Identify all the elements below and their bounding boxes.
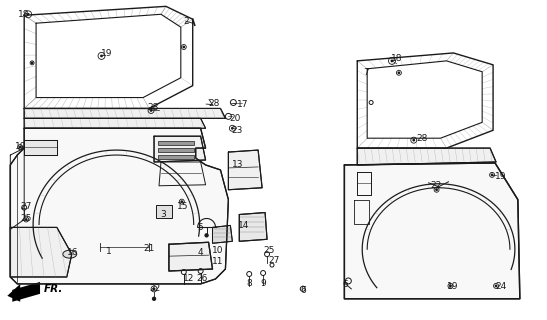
Text: 19: 19: [101, 49, 112, 59]
Circle shape: [205, 234, 208, 237]
Text: 23: 23: [231, 126, 243, 135]
Text: 28: 28: [147, 103, 159, 112]
Text: FR.: FR.: [44, 284, 63, 294]
Ellipse shape: [63, 250, 77, 258]
Text: 6: 6: [301, 286, 306, 295]
Text: 6: 6: [342, 280, 348, 289]
Text: 11: 11: [212, 257, 223, 266]
Text: 22: 22: [149, 284, 160, 293]
Text: 16: 16: [67, 248, 78, 257]
Text: 27: 27: [268, 256, 280, 265]
Text: 25: 25: [20, 214, 32, 223]
Text: 8: 8: [246, 279, 252, 288]
Text: 18: 18: [18, 10, 30, 19]
Circle shape: [391, 60, 393, 61]
Circle shape: [491, 174, 493, 176]
Text: 18: 18: [391, 54, 403, 63]
Circle shape: [150, 110, 152, 111]
Polygon shape: [24, 140, 57, 155]
Text: 13: 13: [232, 160, 244, 170]
Text: 7: 7: [363, 68, 369, 77]
Circle shape: [181, 201, 183, 202]
Circle shape: [153, 297, 155, 300]
Text: 1: 1: [106, 247, 111, 256]
Text: 9: 9: [260, 279, 266, 288]
Bar: [158, 155, 194, 159]
Text: 5: 5: [197, 223, 203, 232]
Bar: [158, 141, 194, 145]
Text: 28: 28: [417, 134, 428, 143]
Text: 3: 3: [160, 210, 166, 219]
Text: 2: 2: [184, 17, 189, 26]
Text: 25: 25: [263, 246, 275, 255]
Text: 14: 14: [238, 221, 249, 230]
Polygon shape: [12, 282, 40, 302]
Circle shape: [101, 55, 102, 57]
Text: 15: 15: [177, 202, 188, 211]
Text: 19: 19: [495, 172, 507, 181]
Circle shape: [27, 13, 29, 15]
Polygon shape: [24, 108, 225, 118]
Polygon shape: [24, 118, 206, 128]
Text: 28: 28: [208, 99, 220, 108]
Polygon shape: [357, 148, 496, 165]
Polygon shape: [229, 150, 262, 190]
Circle shape: [232, 128, 233, 129]
Text: 26: 26: [197, 275, 208, 284]
Circle shape: [153, 288, 155, 290]
Text: 24: 24: [495, 282, 507, 292]
Bar: [158, 148, 194, 152]
Circle shape: [398, 72, 400, 74]
Circle shape: [436, 189, 437, 190]
Text: 22: 22: [430, 181, 442, 190]
Text: 19: 19: [15, 142, 27, 151]
Circle shape: [496, 285, 497, 287]
Polygon shape: [239, 212, 267, 241]
Circle shape: [183, 46, 184, 48]
Circle shape: [450, 285, 451, 287]
Polygon shape: [10, 128, 229, 284]
Text: 21: 21: [143, 244, 154, 253]
Circle shape: [31, 62, 33, 64]
Text: 27: 27: [20, 202, 32, 211]
Text: 4: 4: [197, 248, 203, 257]
Circle shape: [26, 219, 27, 220]
Polygon shape: [7, 284, 20, 302]
Circle shape: [413, 140, 415, 141]
Text: 20: 20: [229, 114, 241, 123]
Text: 12: 12: [183, 275, 194, 284]
Text: 19: 19: [446, 282, 458, 292]
Polygon shape: [154, 136, 206, 162]
Text: 10: 10: [212, 246, 223, 255]
Polygon shape: [345, 163, 520, 299]
Polygon shape: [10, 228, 72, 277]
Bar: [156, 204, 172, 219]
Polygon shape: [169, 242, 213, 271]
Text: 17: 17: [237, 100, 249, 109]
Circle shape: [20, 147, 21, 148]
Polygon shape: [213, 225, 232, 243]
